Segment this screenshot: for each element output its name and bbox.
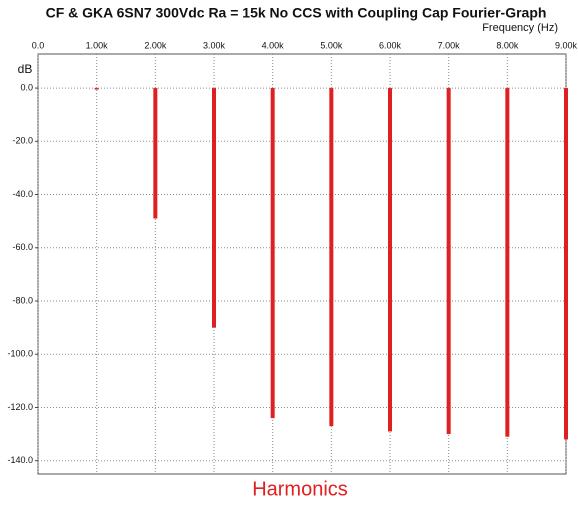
- x-tick-label: 7.00k: [438, 40, 461, 50]
- y-tick-label: -60.0: [12, 242, 33, 252]
- x-axis-label: Frequency (Hz): [482, 22, 558, 34]
- stem: [270, 88, 275, 419]
- x-tick-label: 5.00k: [320, 40, 343, 50]
- chart-title: CF & GKA 6SN7 300Vdc Ra = 15k No CCS wit…: [46, 5, 547, 21]
- stem: [212, 88, 216, 328]
- x-tick-label: 6.00k: [379, 40, 402, 50]
- stem: [446, 88, 451, 435]
- stem: [505, 88, 510, 437]
- y-tick-label: -140.0: [7, 455, 33, 465]
- y-tick-label: 0.0: [20, 82, 33, 92]
- x-tick-label: 8.00k: [496, 40, 519, 50]
- x-tick-label: 4.00k: [262, 40, 285, 50]
- x-tick-label: 3.00k: [203, 40, 226, 50]
- stem: [564, 88, 568, 440]
- stem: [94, 88, 99, 90]
- stem: [153, 88, 158, 219]
- stem: [388, 88, 392, 432]
- y-tick-label: -40.0: [12, 189, 33, 199]
- x-tick-label: 1.00k: [86, 40, 109, 50]
- y-axis-label: dB: [18, 62, 33, 76]
- y-tick-label: -20.0: [12, 136, 33, 146]
- x-tick-label: 0.0: [32, 40, 45, 50]
- y-tick-label: -100.0: [7, 349, 33, 359]
- annotation: Harmonics: [252, 478, 348, 500]
- x-tick-label: 9.00k: [555, 40, 578, 50]
- y-tick-label: -80.0: [12, 295, 33, 305]
- y-tick-label: -120.0: [7, 402, 33, 412]
- stem: [329, 88, 334, 427]
- x-tick-label: 2.00k: [144, 40, 167, 50]
